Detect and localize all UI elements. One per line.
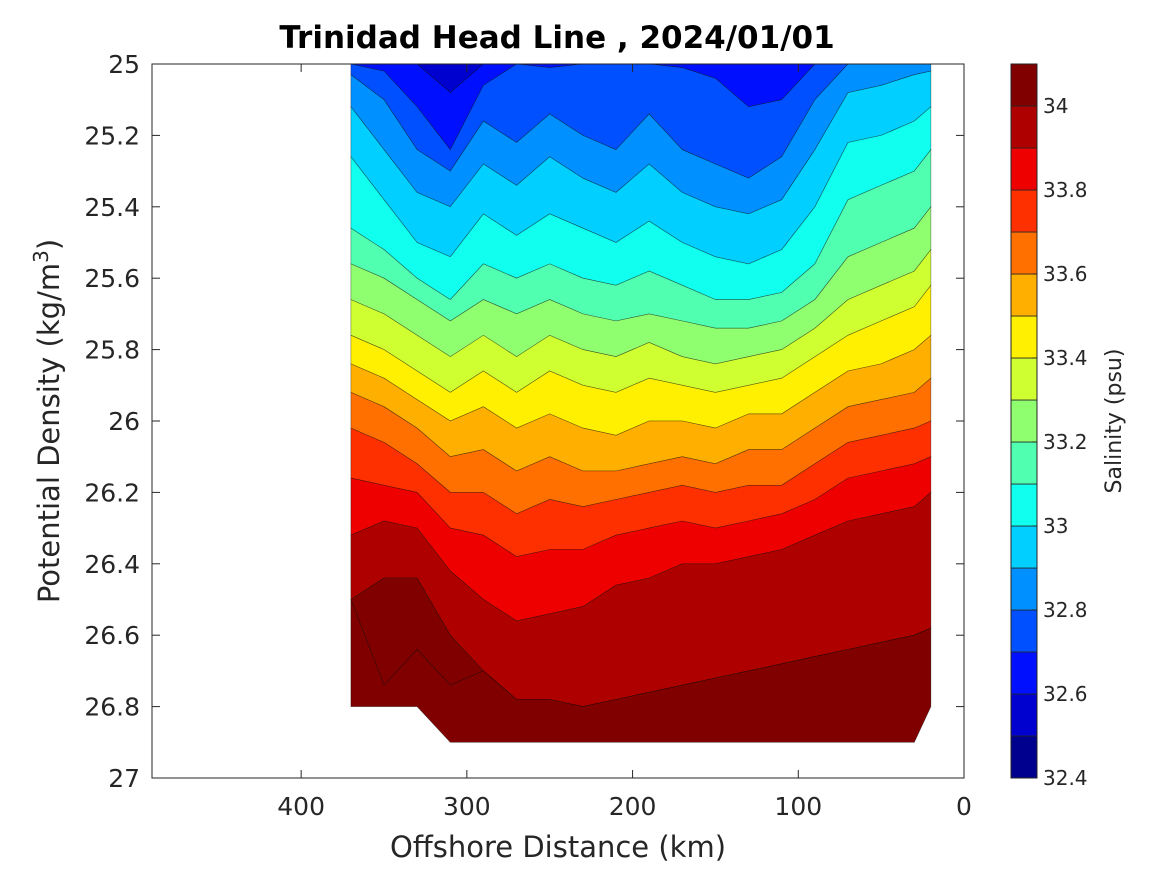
colorbar-segment bbox=[1010, 483, 1038, 527]
colorbar-tick-label: 33 bbox=[1043, 514, 1068, 538]
x-axis-label: Offshore Distance (km) bbox=[390, 830, 726, 864]
colorbar-tick-label: 33.8 bbox=[1043, 178, 1088, 202]
contour-fill-layer bbox=[350, 64, 932, 743]
colorbar-segment bbox=[1010, 105, 1038, 149]
y-tick-label: 25.8 bbox=[84, 336, 140, 365]
colorbar: 32.4 32.6 32.8 33 33.2 33.4 33.6 33.8 34 bbox=[1010, 63, 1088, 790]
colorbar-frame bbox=[1010, 63, 1038, 779]
colorbar-segment bbox=[1010, 315, 1038, 359]
colorbar-segment bbox=[1010, 63, 1038, 107]
colorbar-segment bbox=[1010, 693, 1038, 737]
y-tick-label: 26 bbox=[108, 407, 140, 436]
x-axis: 400 300 200 100 0 bbox=[277, 64, 972, 821]
y-tick-label: 25 bbox=[108, 50, 140, 79]
colorbar-tick-label: 33.2 bbox=[1043, 430, 1088, 454]
colorbar-segment bbox=[1010, 651, 1038, 695]
y-tick-label: 27 bbox=[108, 764, 140, 793]
colorbar-tick-label: 32.4 bbox=[1043, 766, 1088, 790]
y-axis-label-main: Potential Density (kg/m bbox=[32, 263, 66, 603]
colorbar-tick-label: 33.6 bbox=[1043, 262, 1088, 286]
y-tick-label: 26.2 bbox=[84, 478, 140, 507]
y-tick-label: 25.6 bbox=[84, 264, 140, 293]
colorbar-segment bbox=[1010, 231, 1038, 275]
y-tick-label: 25.2 bbox=[84, 121, 140, 150]
colorbar-segment bbox=[1010, 735, 1038, 779]
colorbar-segment bbox=[1010, 147, 1038, 191]
y-tick-label: 26.8 bbox=[84, 693, 140, 722]
x-tick-label: 200 bbox=[609, 792, 657, 821]
x-tick-label: 400 bbox=[277, 792, 325, 821]
y-axis-label-suffix: ) bbox=[32, 239, 66, 250]
colorbar-segment bbox=[1010, 609, 1038, 653]
y-tick-label: 26.6 bbox=[84, 621, 140, 650]
x-tick-label: 300 bbox=[443, 792, 491, 821]
x-tick-label: 100 bbox=[774, 792, 822, 821]
chart-title: Trinidad Head Line , 2024/01/01 bbox=[279, 20, 834, 56]
colorbar-segment bbox=[1010, 567, 1038, 611]
y-tick-label: 25.4 bbox=[84, 193, 140, 222]
colorbar-tick-label: 32.6 bbox=[1043, 682, 1088, 706]
y-axis-label: Potential Density (kg/m3) bbox=[29, 239, 66, 603]
colorbar-segment bbox=[1010, 273, 1038, 317]
colorbar-segment bbox=[1010, 357, 1038, 401]
x-tick-label: 0 bbox=[956, 792, 972, 821]
colorbar-label: Salinity (psu) bbox=[1102, 349, 1127, 494]
colorbar-segment bbox=[1010, 189, 1038, 233]
colorbar-tick-label: 33.4 bbox=[1043, 346, 1088, 370]
y-axis: 25 25.2 25.4 25.6 25.8 26 26.2 26.4 26.6 26.8 27 bbox=[84, 50, 964, 793]
colorbar-segment bbox=[1010, 525, 1038, 569]
colorbar-tick-label: 34 bbox=[1043, 94, 1068, 118]
contour-band-deepest bbox=[350, 599, 932, 743]
colorbar-segment bbox=[1010, 399, 1038, 443]
colorbar-segment bbox=[1010, 441, 1038, 485]
y-tick-label: 26.4 bbox=[84, 550, 140, 579]
colorbar-tick-label: 32.8 bbox=[1043, 598, 1088, 622]
y-axis-label-superscript: 3 bbox=[29, 250, 53, 263]
